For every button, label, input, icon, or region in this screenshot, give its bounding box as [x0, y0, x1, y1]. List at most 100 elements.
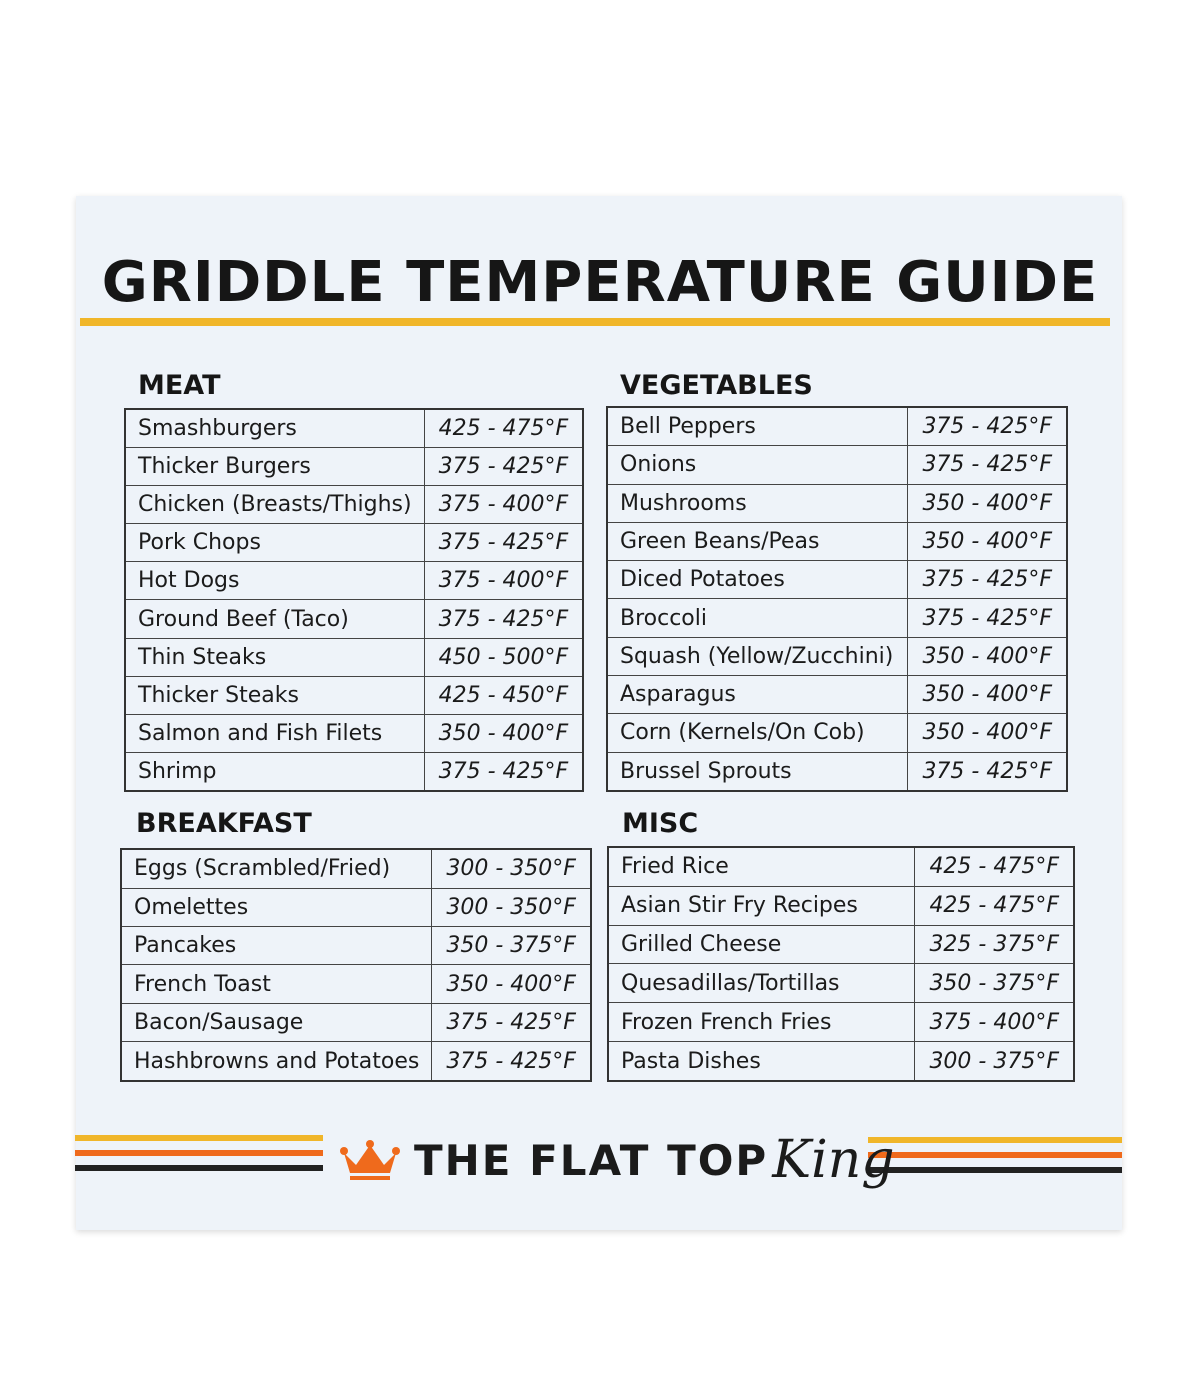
food-name: Diced Potatoes [606, 560, 909, 600]
temperature-range: 325 - 375°F [914, 924, 1075, 965]
food-name: Thicker Steaks [124, 675, 425, 715]
temperature-range: 375 - 400°F [423, 561, 584, 601]
temperature-range: 375 - 425°F [423, 751, 584, 792]
table-row: Pancakes 350 - 375°F [120, 925, 592, 966]
table-row: Omelettes 300 - 350°F [120, 887, 592, 927]
table-row: French Toast 350 - 400°F [120, 964, 592, 1004]
temperature-range: 375 - 425°F [423, 523, 584, 563]
food-name: French Toast [120, 964, 433, 1004]
table-row: Grilled Cheese 325 - 375°F [607, 924, 1075, 965]
temperature-range: 375 - 425°F [907, 598, 1068, 638]
food-name: Thicker Burgers [124, 447, 425, 487]
temperature-range: 375 - 400°F [914, 1002, 1075, 1043]
temperature-range: 425 - 475°F [914, 885, 1075, 926]
temperature-range: 375 - 425°F [907, 445, 1068, 485]
page-title: GRIDDLE TEMPERATURE GUIDE [101, 250, 1099, 315]
table-row: Frozen French Fries 375 - 400°F [607, 1002, 1075, 1043]
temperature-range: 350 - 400°F [907, 483, 1068, 523]
food-name: Frozen French Fries [607, 1002, 916, 1043]
food-name: Quesadillas/Tortillas [607, 963, 916, 1004]
food-name: Broccoli [606, 598, 909, 638]
temperature-range: 350 - 375°F [431, 925, 592, 966]
food-name: Mushrooms [606, 483, 909, 523]
table-row: Onions 375 - 425°F [606, 445, 1068, 485]
table-row: Broccoli 375 - 425°F [606, 598, 1068, 638]
table-row: Hashbrowns and Potatoes 375 - 425°F [120, 1041, 592, 1082]
table-row: Diced Potatoes 375 - 425°F [606, 560, 1068, 600]
food-name: Shrimp [124, 751, 425, 792]
table-row: Smashburgers 425 - 475°F [124, 408, 584, 449]
section-heading-vegetables: VEGETABLES [620, 370, 813, 401]
title-divider [80, 318, 1110, 326]
table-row: Chicken (Breasts/Thighs) 375 - 400°F [124, 485, 584, 525]
temperature-range: 375 - 425°F [423, 447, 584, 487]
table-row: Thicker Burgers 375 - 425°F [124, 447, 584, 487]
food-name: Hashbrowns and Potatoes [120, 1041, 433, 1082]
food-name: Asparagus [606, 674, 909, 715]
temperature-range: 300 - 350°F [431, 887, 592, 927]
temperature-range: 425 - 475°F [423, 408, 584, 449]
temperature-range: 350 - 400°F [907, 521, 1068, 562]
brand-script: King [772, 1130, 895, 1190]
temperature-range: 375 - 425°F [907, 406, 1068, 447]
food-name: Pork Chops [124, 523, 425, 563]
table-row: Squash (Yellow/Zucchini) 350 - 400°F [606, 636, 1068, 677]
food-name: Salmon and Fish Filets [124, 713, 425, 753]
right-stripes [868, 1137, 1122, 1182]
table-row: Eggs (Scrambled/Fried) 300 - 350°F [120, 848, 592, 889]
temperature-range: 375 - 425°F [907, 560, 1068, 600]
table-row: Corn (Kernels/On Cob) 350 - 400°F [606, 713, 1068, 753]
food-name: Green Beans/Peas [606, 521, 909, 562]
food-name: Bacon/Sausage [120, 1002, 433, 1043]
breakfast-table: Eggs (Scrambled/Fried) 300 - 350°F Omelett… [120, 848, 592, 1082]
food-name: Fried Rice [607, 846, 916, 887]
table-row: Salmon and Fish Filets 350 - 400°F [124, 713, 584, 753]
temperature-range: 375 - 425°F [431, 1041, 592, 1082]
meat-table: Smashburgers 425 - 475°F Thicker Burgers 37… [124, 408, 585, 792]
crown-icon [340, 1140, 400, 1180]
food-name: Asian Stir Fry Recipes [607, 885, 916, 926]
food-name: Corn (Kernels/On Cob) [606, 713, 909, 753]
table-row: Asparagus 350 - 400°F [606, 674, 1068, 715]
food-name: Bell Peppers [606, 406, 909, 447]
temperature-range: 350 - 400°F [907, 674, 1068, 715]
food-name: Ground Beef (Taco) [124, 599, 425, 639]
section-heading-breakfast: BREAKFAST [136, 808, 312, 839]
table-row: Fried Rice 425 - 475°F [607, 846, 1075, 887]
food-name: Pancakes [120, 925, 433, 966]
table-row: Pasta Dishes 300 - 375°F [607, 1041, 1075, 1082]
food-name: Thin Steaks [124, 637, 425, 677]
misc-table: Fried Rice 425 - 475°F Asian Stir Fry Reci… [607, 846, 1075, 1082]
food-name: Grilled Cheese [607, 924, 916, 965]
food-name: Smashburgers [124, 408, 425, 449]
temperature-range: 375 - 425°F [431, 1002, 592, 1043]
table-row: Thin Steaks 450 - 500°F [124, 637, 584, 677]
brand-logo: THE FLAT TOP King [340, 1115, 894, 1205]
food-name: Hot Dogs [124, 561, 425, 601]
temperature-range: 350 - 400°F [907, 713, 1068, 753]
section-heading-misc: MISC [622, 808, 699, 839]
temperature-range: 350 - 400°F [423, 713, 584, 753]
table-row: Pork Chops 375 - 425°F [124, 523, 584, 563]
food-name: Eggs (Scrambled/Fried) [120, 848, 433, 889]
food-name: Omelettes [120, 887, 433, 927]
food-name: Squash (Yellow/Zucchini) [606, 636, 909, 677]
table-row: Ground Beef (Taco) 375 - 425°F [124, 599, 584, 639]
temperature-range: 425 - 450°F [423, 675, 584, 715]
temperature-range: 350 - 400°F [431, 964, 592, 1004]
temperature-range: 350 - 375°F [914, 963, 1075, 1004]
table-row: Hot Dogs 375 - 400°F [124, 561, 584, 601]
temperature-range: 375 - 425°F [423, 599, 584, 639]
vegetables-table: Bell Peppers 375 - 425°F Onions 375 - 425°F… [606, 406, 1068, 792]
table-row: Green Beans/Peas 350 - 400°F [606, 521, 1068, 562]
left-stripes [75, 1135, 323, 1180]
temperature-range: 300 - 350°F [431, 848, 592, 889]
table-row: Bell Peppers 375 - 425°F [606, 406, 1068, 447]
table-row: Bacon/Sausage 375 - 425°F [120, 1002, 592, 1043]
food-name: Brussel Sprouts [606, 751, 909, 792]
table-row: Quesadillas/Tortillas 350 - 375°F [607, 963, 1075, 1004]
table-row: Brussel Sprouts 375 - 425°F [606, 751, 1068, 792]
temperature-range: 450 - 500°F [423, 637, 584, 677]
table-row: Shrimp 375 - 425°F [124, 751, 584, 792]
food-name: Onions [606, 445, 909, 485]
